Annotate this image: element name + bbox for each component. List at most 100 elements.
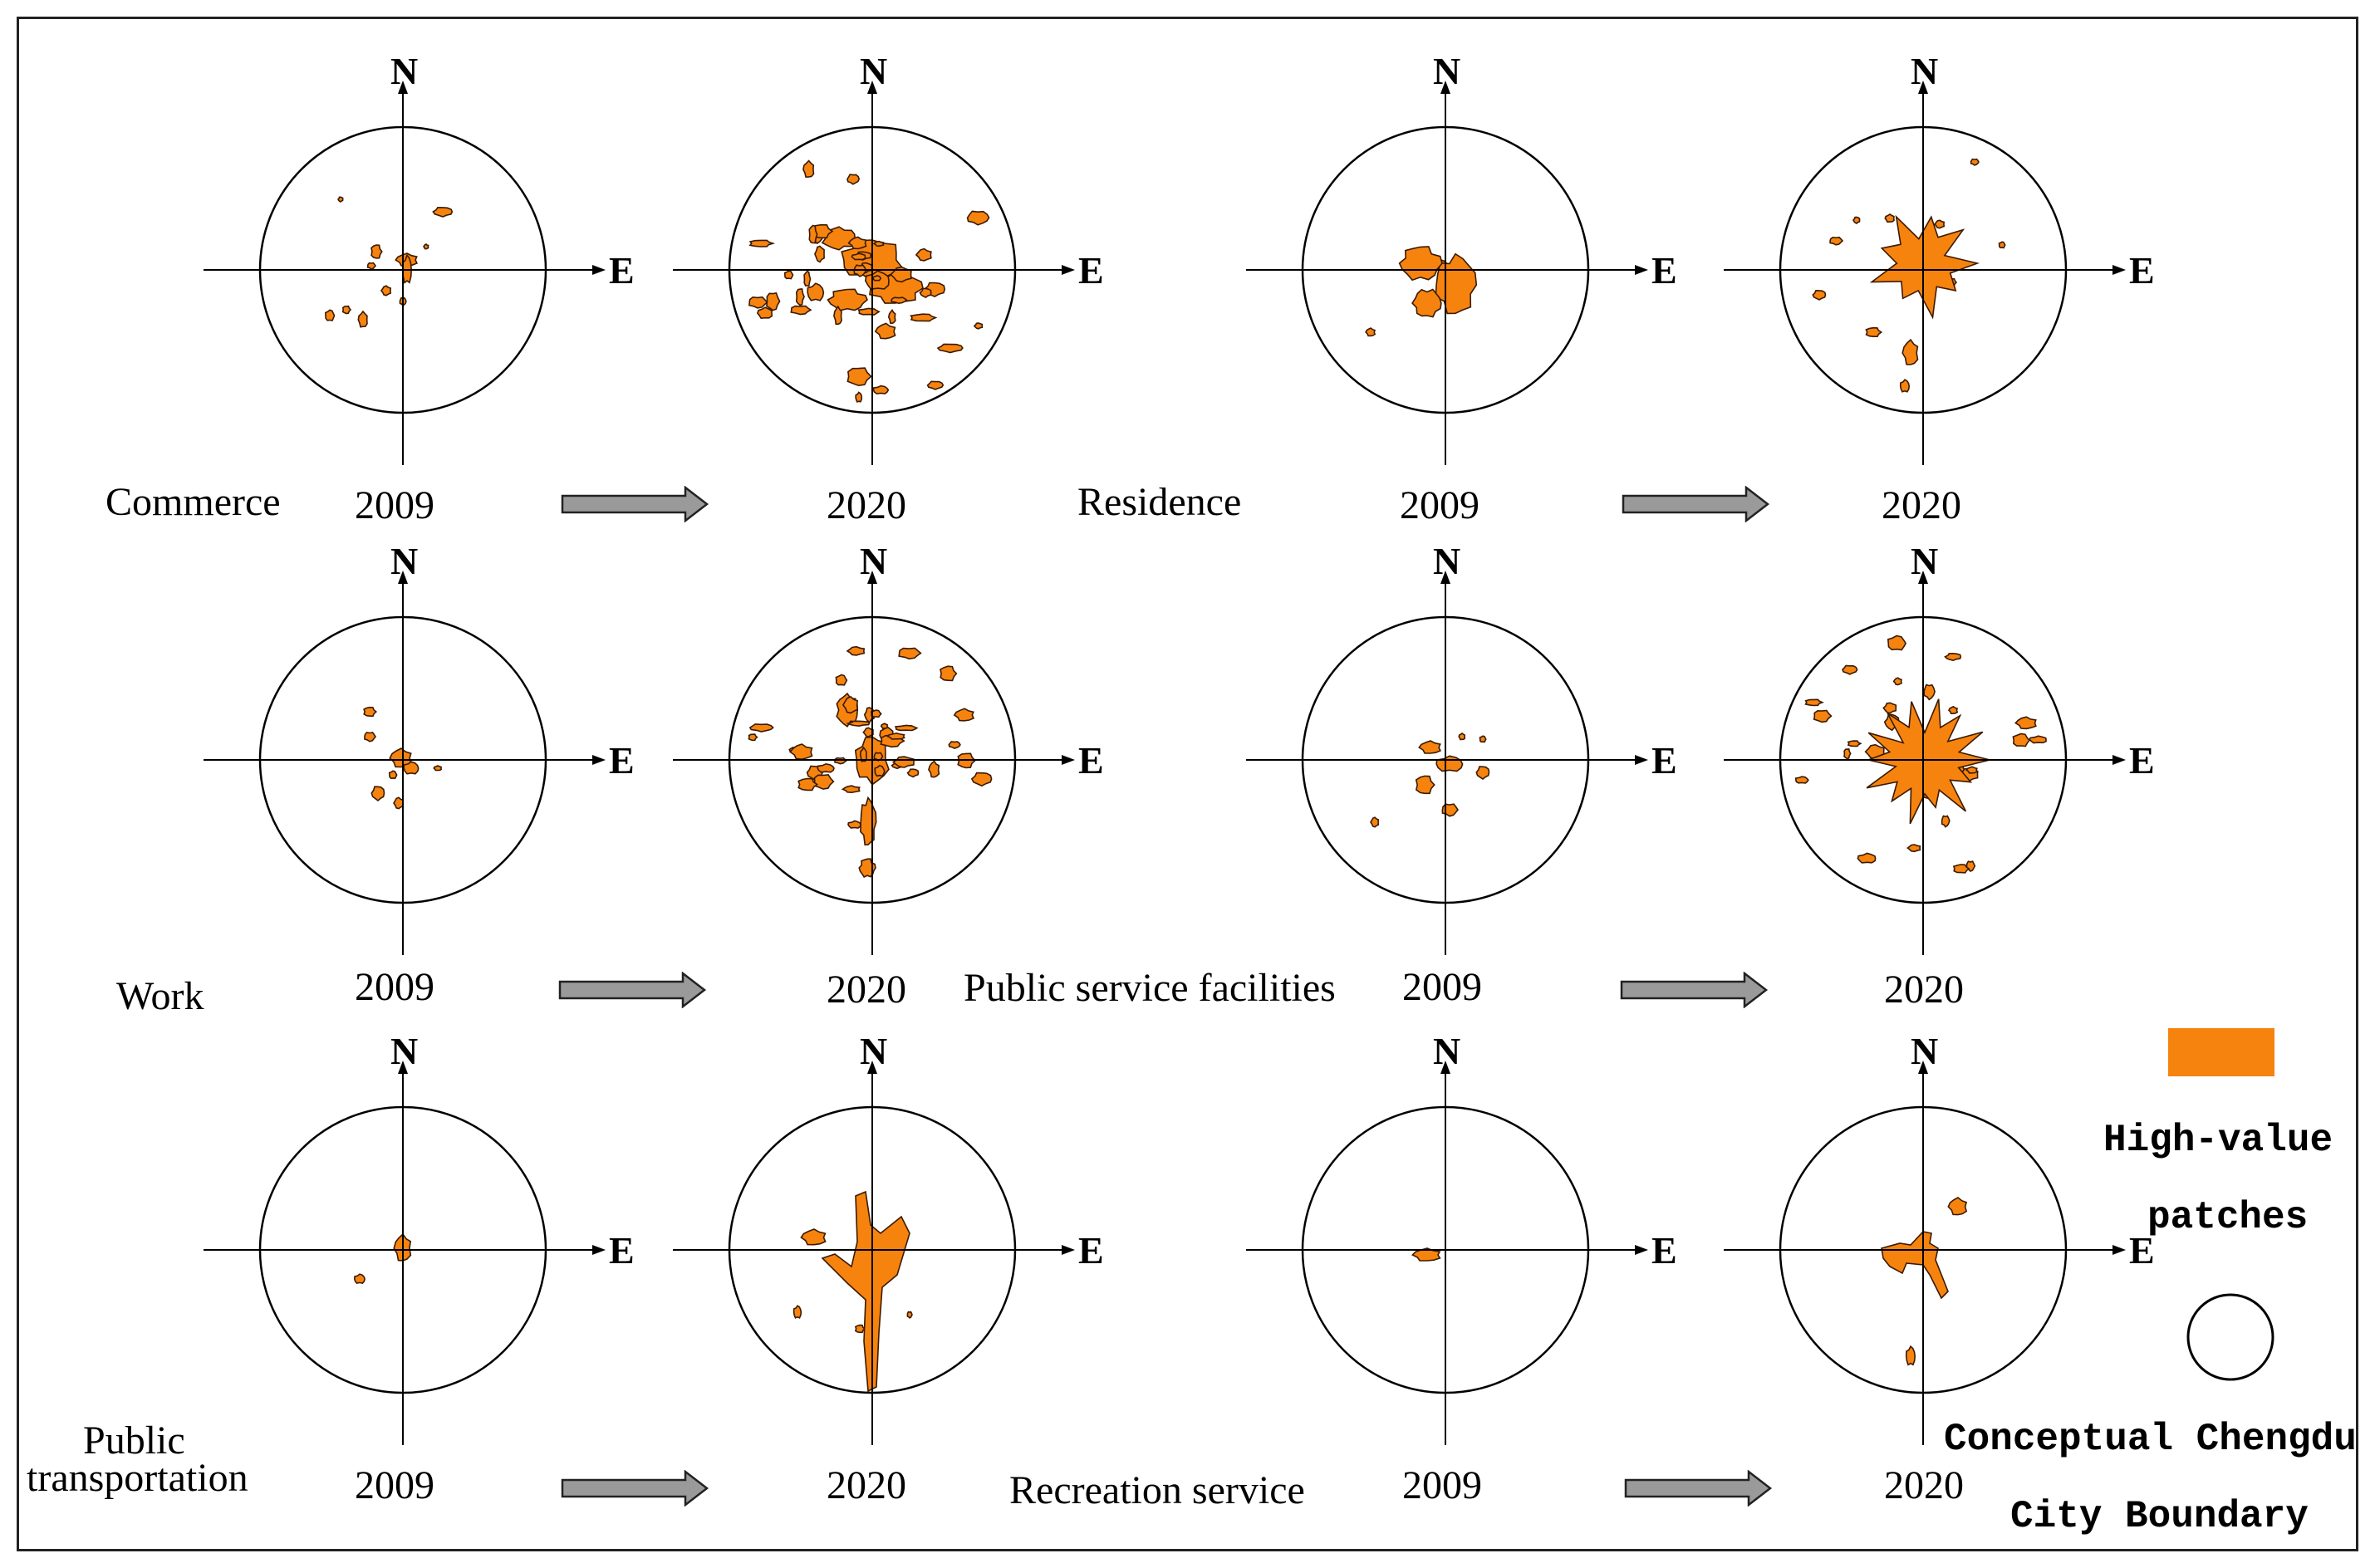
high-value-patches bbox=[792, 1190, 913, 1393]
patch bbox=[846, 645, 866, 656]
patch bbox=[841, 785, 861, 794]
east-label: E bbox=[2129, 249, 2155, 292]
patch bbox=[857, 307, 881, 316]
patch bbox=[1923, 684, 1936, 701]
p-res-09-svg bbox=[1246, 81, 1648, 465]
patch bbox=[1418, 740, 1441, 754]
label-public-service: Public service facilities bbox=[964, 966, 1336, 1010]
north-label: N bbox=[1433, 540, 1461, 582]
arrow-public-service bbox=[1620, 972, 1769, 1008]
patch bbox=[817, 762, 835, 773]
patch bbox=[973, 322, 984, 330]
east-label: E bbox=[609, 739, 635, 782]
north-label: N bbox=[1433, 50, 1461, 92]
patch bbox=[432, 206, 454, 218]
patch bbox=[970, 772, 993, 787]
north-arrowhead bbox=[1918, 1061, 1928, 1074]
north-label: N bbox=[1433, 1030, 1461, 1072]
north-arrowhead bbox=[1440, 571, 1450, 584]
patch bbox=[846, 367, 872, 387]
east-label: E bbox=[609, 1229, 635, 1272]
p-pub-09-svg bbox=[1246, 571, 1648, 955]
east-arrowhead bbox=[2112, 1245, 2126, 1255]
p-com-20-svg bbox=[673, 81, 1075, 465]
label-commerce: Commerce bbox=[106, 480, 281, 524]
year-residence-2020: 2020 bbox=[1882, 483, 1961, 527]
patch bbox=[2012, 733, 2031, 747]
year-public-transportation-2020: 2020 bbox=[827, 1463, 906, 1507]
patch bbox=[872, 385, 890, 394]
east-arrowhead bbox=[2112, 265, 2126, 275]
north-label: N bbox=[860, 540, 888, 582]
label-work: Work bbox=[116, 974, 204, 1018]
patch bbox=[766, 292, 781, 311]
year-public-transportation-2009: 2009 bbox=[355, 1463, 434, 1507]
patch bbox=[1899, 379, 1911, 393]
patch bbox=[433, 765, 443, 772]
patch bbox=[906, 1311, 913, 1319]
patch bbox=[1479, 735, 1487, 743]
patch bbox=[324, 309, 336, 321]
patch bbox=[800, 1228, 827, 1246]
north-arrowhead bbox=[398, 1061, 408, 1074]
patch bbox=[1941, 815, 1951, 828]
patch bbox=[1370, 816, 1380, 828]
north-arrowhead bbox=[867, 571, 877, 584]
patch bbox=[872, 275, 882, 282]
patch bbox=[2014, 716, 2037, 730]
patch bbox=[1892, 677, 1903, 686]
p-res-20-svg bbox=[1724, 81, 2126, 465]
year-recreation-2020: 2020 bbox=[1884, 1463, 1964, 1507]
patch bbox=[1804, 698, 1824, 707]
patch bbox=[940, 665, 958, 682]
patch bbox=[874, 322, 896, 340]
patch bbox=[366, 262, 377, 270]
north-label: N bbox=[390, 1030, 419, 1072]
patch bbox=[380, 285, 392, 296]
patch bbox=[1365, 327, 1376, 337]
east-label: E bbox=[1651, 1229, 1677, 1272]
figure-frame bbox=[17, 17, 2358, 1551]
east-label: E bbox=[2129, 1229, 2155, 1272]
patch bbox=[966, 210, 990, 226]
patch bbox=[919, 287, 932, 299]
patch bbox=[926, 380, 945, 390]
east-arrowhead bbox=[1062, 1245, 1075, 1255]
patch bbox=[1829, 236, 1844, 246]
east-label: E bbox=[609, 249, 635, 292]
arrow-work bbox=[558, 972, 707, 1008]
patch bbox=[357, 310, 368, 328]
patch bbox=[1887, 635, 1907, 651]
patch bbox=[370, 244, 383, 259]
patch bbox=[953, 708, 975, 722]
patch bbox=[858, 858, 876, 879]
patch bbox=[835, 674, 848, 686]
patch bbox=[846, 174, 861, 185]
patch bbox=[792, 1305, 802, 1319]
high-value-patches bbox=[748, 645, 993, 879]
patch bbox=[789, 743, 813, 761]
patch bbox=[1847, 740, 1862, 747]
north-arrowhead bbox=[867, 1061, 877, 1074]
p-com-09-svg bbox=[204, 81, 606, 465]
patch bbox=[1435, 755, 1464, 772]
patch bbox=[936, 343, 964, 354]
patch bbox=[1812, 289, 1827, 301]
year-public-service-2020: 2020 bbox=[1884, 968, 1964, 1012]
legend-boundary-label-line1: Conceptual Chengdu bbox=[1944, 1418, 2357, 1461]
patch bbox=[1906, 844, 1921, 853]
p-work-20-svg bbox=[673, 571, 1075, 955]
year-public-service-2009: 2009 bbox=[1402, 965, 1482, 1009]
patch bbox=[1947, 1197, 1968, 1216]
patch bbox=[403, 761, 420, 775]
year-residence-2009: 2009 bbox=[1400, 483, 1479, 527]
patch-core bbox=[1869, 214, 1980, 320]
patch bbox=[915, 247, 932, 262]
patch bbox=[862, 727, 874, 737]
high-value-patches bbox=[1365, 246, 1478, 337]
year-recreation-2009: 2009 bbox=[1402, 1463, 1482, 1507]
arrow-commerce bbox=[561, 486, 709, 522]
